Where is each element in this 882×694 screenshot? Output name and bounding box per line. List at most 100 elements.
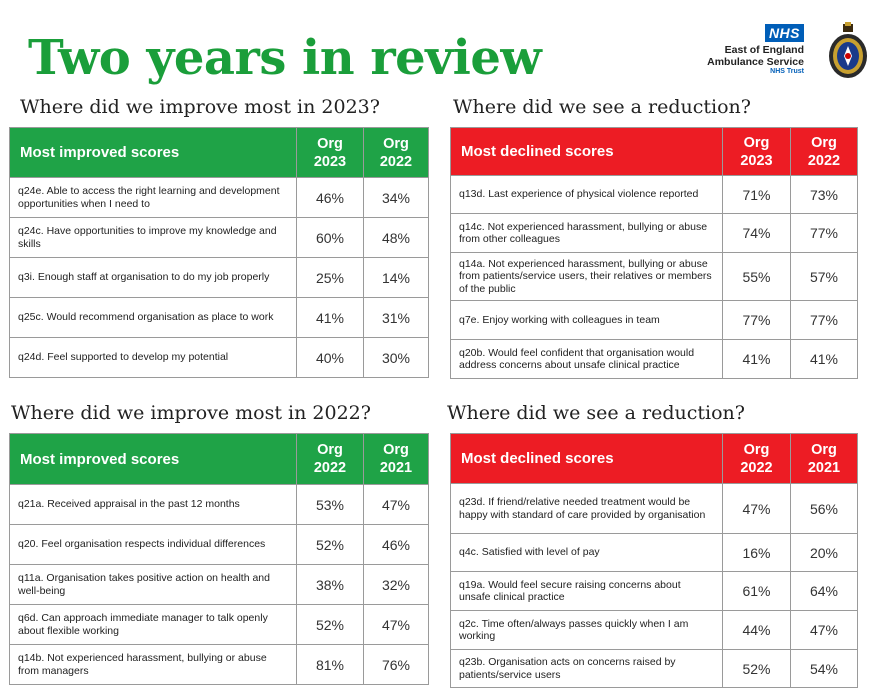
column-header-org-2022: Org 2022 — [363, 127, 429, 178]
column-header-org-2023: Org 2023 — [722, 127, 791, 176]
question-text: q11a. Organisation takes positive action… — [9, 564, 297, 605]
question-text: q13d. Last experience of physical violen… — [450, 175, 723, 214]
score-value: 41% — [722, 339, 791, 379]
score-value: 31% — [363, 297, 429, 338]
table-declined-2022: Most declined scores Org 2022 Org 2021 q23… — [450, 433, 858, 688]
score-value: 48% — [363, 217, 429, 258]
org-logo: NHS East of England Ambulance Service NH… — [690, 22, 870, 86]
score-value: 77% — [790, 213, 858, 253]
column-header-label: Most declined scores — [450, 433, 723, 484]
score-value: 47% — [363, 604, 429, 645]
table-declined-2023: Most declined scores Org 2023 Org 2022 q13… — [450, 127, 858, 379]
column-header-org-2022: Org 2022 — [790, 127, 858, 176]
table-row: q24d. Feel supported to develop my poten… — [9, 337, 429, 378]
table-row: q25c. Would recommend organisation as pl… — [9, 297, 429, 338]
question-text: q3i. Enough staff at organisation to do … — [9, 257, 297, 298]
table-row: q20. Feel organisation respects individu… — [9, 524, 429, 565]
score-value: 34% — [363, 177, 429, 218]
question-text: q21a. Received appraisal in the past 12 … — [9, 484, 297, 525]
page-title: Two years in review — [28, 30, 542, 86]
score-value: 52% — [296, 604, 364, 645]
question-text: q23b. Organisation acts on concerns rais… — [450, 649, 723, 688]
score-value: 46% — [363, 524, 429, 565]
section-heading-reduction-2023: Where did we see a reduction? — [453, 96, 751, 118]
score-value: 38% — [296, 564, 364, 605]
table-improved-2023: Most improved scores Org 2023 Org 2022 q24… — [9, 127, 429, 378]
trust-label: NHS Trust — [770, 68, 804, 75]
table-row: q23b. Organisation acts on concerns rais… — [450, 649, 858, 688]
question-text: q14b. Not experienced harassment, bullyi… — [9, 644, 297, 685]
column-header-org-2021: Org 2021 — [790, 433, 858, 484]
question-text: q14a. Not experienced harassment, bullyi… — [450, 252, 723, 301]
table-row: q7e. Enjoy working with colleagues in te… — [450, 300, 858, 340]
question-text: q14c. Not experienced harassment, bullyi… — [450, 213, 723, 253]
table-header-row: Most declined scores Org 2022 Org 2021 — [450, 433, 858, 484]
score-value: 74% — [722, 213, 791, 253]
column-header-label: Most improved scores — [9, 127, 297, 178]
score-value: 20% — [790, 533, 858, 572]
score-value: 55% — [722, 252, 791, 301]
score-value: 73% — [790, 175, 858, 214]
table-row: q24e. Able to access the right learning … — [9, 177, 429, 218]
table-row: q6d. Can approach immediate manager to t… — [9, 604, 429, 645]
score-value: 47% — [722, 483, 791, 534]
score-value: 54% — [790, 649, 858, 688]
question-text: q23d. If friend/relative needed treatmen… — [450, 483, 723, 534]
table-row: q24c. Have opportunities to improve my k… — [9, 217, 429, 258]
question-text: q7e. Enjoy working with colleagues in te… — [450, 300, 723, 340]
score-value: 14% — [363, 257, 429, 298]
section-heading-reduction-2022: Where did we see a reduction? — [447, 402, 745, 424]
score-value: 64% — [790, 571, 858, 611]
table-header-row: Most declined scores Org 2023 Org 2022 — [450, 127, 858, 176]
score-value: 46% — [296, 177, 364, 218]
question-text: q25c. Would recommend organisation as pl… — [9, 297, 297, 338]
score-value: 56% — [790, 483, 858, 534]
question-text: q24d. Feel supported to develop my poten… — [9, 337, 297, 378]
column-header-org-2023: Org 2023 — [296, 127, 364, 178]
org-name: East of England Ambulance Service — [707, 44, 804, 68]
table-row: q14b. Not experienced harassment, bullyi… — [9, 644, 429, 685]
score-value: 57% — [790, 252, 858, 301]
score-value: 41% — [296, 297, 364, 338]
score-value: 77% — [790, 300, 858, 340]
table-row: q20b. Would feel confident that organisa… — [450, 339, 858, 379]
org-name-line2: Ambulance Service — [707, 56, 804, 68]
question-text: q20. Feel organisation respects individu… — [9, 524, 297, 565]
question-text: q2c. Time often/always passes quickly wh… — [450, 610, 723, 650]
score-value: 25% — [296, 257, 364, 298]
column-header-label: Most improved scores — [9, 433, 297, 485]
score-value: 40% — [296, 337, 364, 378]
question-text: q24c. Have opportunities to improve my k… — [9, 217, 297, 258]
nhs-logo: NHS — [764, 24, 804, 42]
table-row: q4c. Satisfied with level of pay 16% 20% — [450, 533, 858, 572]
question-text: q4c. Satisfied with level of pay — [450, 533, 723, 572]
score-value: 30% — [363, 337, 429, 378]
score-value: 76% — [363, 644, 429, 685]
score-value: 47% — [790, 610, 858, 650]
section-heading-improved-2022: Where did we improve most in 2022? — [11, 402, 371, 424]
table-header-row: Most improved scores Org 2023 Org 2022 — [9, 127, 429, 178]
score-value: 16% — [722, 533, 791, 572]
score-value: 71% — [722, 175, 791, 214]
section-heading-improved-2023: Where did we improve most in 2023? — [20, 96, 380, 118]
table-row: q23d. If friend/relative needed treatmen… — [450, 483, 858, 534]
table-header-row: Most improved scores Org 2022 Org 2021 — [9, 433, 429, 485]
table-row: q19a. Would feel secure raising concerns… — [450, 571, 858, 611]
table-improved-2022: Most improved scores Org 2022 Org 2021 q21… — [9, 433, 429, 685]
table-row: q14a. Not experienced harassment, bullyi… — [450, 252, 858, 301]
table-row: q14c. Not experienced harassment, bullyi… — [450, 213, 858, 253]
column-header-org-2022: Org 2022 — [296, 433, 364, 485]
table-row: q3i. Enough staff at organisation to do … — [9, 257, 429, 298]
score-value: 81% — [296, 644, 364, 685]
score-value: 47% — [363, 484, 429, 525]
score-value: 44% — [722, 610, 791, 650]
question-text: q24e. Able to access the right learning … — [9, 177, 297, 218]
table-row: q11a. Organisation takes positive action… — [9, 564, 429, 605]
column-header-label: Most declined scores — [450, 127, 723, 176]
score-value: 52% — [722, 649, 791, 688]
table-row: q2c. Time often/always passes quickly wh… — [450, 610, 858, 650]
score-value: 60% — [296, 217, 364, 258]
score-value: 77% — [722, 300, 791, 340]
column-header-org-2021: Org 2021 — [363, 433, 429, 485]
score-value: 32% — [363, 564, 429, 605]
